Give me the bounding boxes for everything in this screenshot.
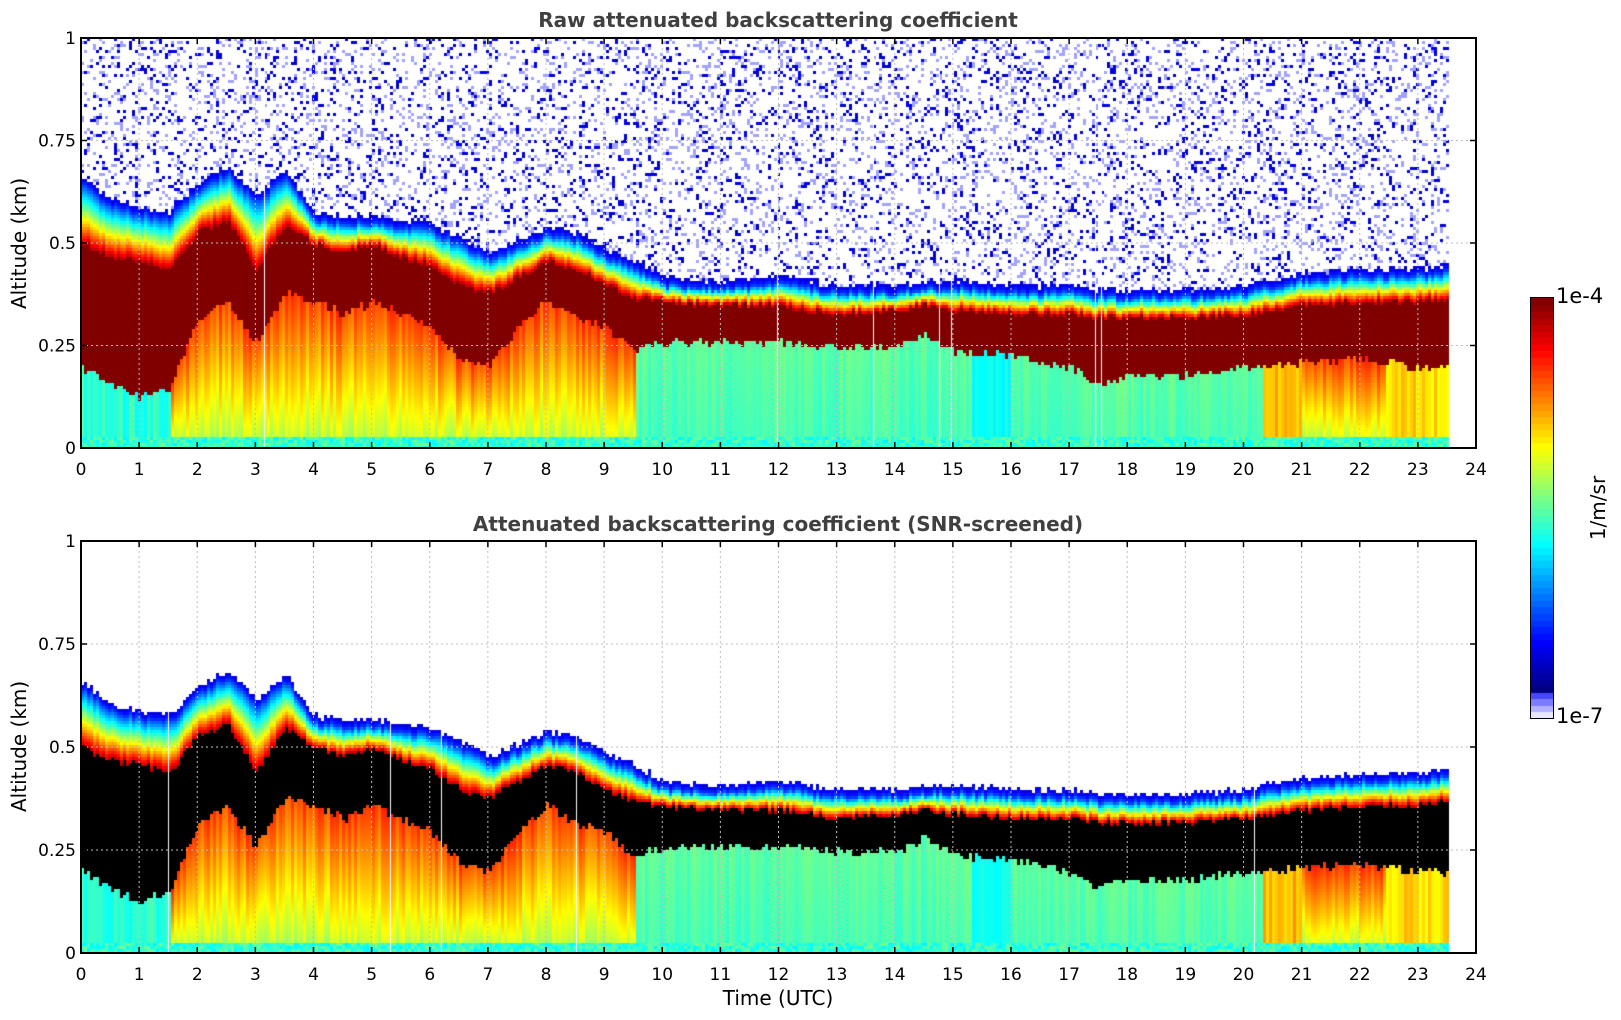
bottom-x-tick-label: 13 <box>826 965 848 985</box>
top-x-tick-label: 2 <box>192 460 203 480</box>
bottom-x-tick-label: 22 <box>1349 965 1371 985</box>
bottom-x-tick-label: 16 <box>1000 965 1022 985</box>
bottom-x-tick-label: 10 <box>651 965 673 985</box>
bottom-x-tick-label: 5 <box>366 965 377 985</box>
colorbar-max-label: 1e-4 <box>1556 284 1604 308</box>
bottom-x-tick-label: 0 <box>76 965 87 985</box>
top-y-tick-label: 0.25 <box>38 337 76 357</box>
top-x-tick-label: 10 <box>651 460 673 480</box>
top-y-axis-label: Altitude (km) <box>7 177 31 309</box>
bottom-x-tick-label: 9 <box>599 965 610 985</box>
bottom-x-tick-label: 4 <box>308 965 319 985</box>
top-x-tick-label: 9 <box>599 460 610 480</box>
bottom-x-tick-label: 11 <box>710 965 732 985</box>
top-x-tick-label: 17 <box>1058 460 1080 480</box>
top-y-tick-label: 1 <box>65 29 76 49</box>
top-x-tick-label: 1 <box>134 460 145 480</box>
top-x-tick-label: 15 <box>942 460 964 480</box>
bottom-x-tick-label: 20 <box>1233 965 1255 985</box>
bottom-x-tick-label: 1 <box>134 965 145 985</box>
colorbar-unit-label: 1/m/sr <box>1586 475 1611 541</box>
colorbar <box>1530 297 1554 719</box>
bottom-x-tick-label: 24 <box>1465 965 1487 985</box>
top-x-tick-label: 0 <box>76 460 87 480</box>
bottom-x-tick-label: 6 <box>424 965 435 985</box>
bottom-x-tick-label: 18 <box>1116 965 1138 985</box>
top-x-tick-label: 5 <box>366 460 377 480</box>
bottom-x-tick-label: 15 <box>942 965 964 985</box>
top-x-tick-label: 22 <box>1349 460 1371 480</box>
top-plot-frame <box>80 37 1477 449</box>
top-x-tick-label: 18 <box>1116 460 1138 480</box>
bottom-y-tick-label: 0.5 <box>49 738 76 758</box>
bottom-y-tick-label: 0.75 <box>38 635 76 655</box>
colorbar-min-label: 1e-7 <box>1556 704 1604 728</box>
bottom-y-axis-label: Altitude (km) <box>7 680 31 812</box>
bottom-x-tick-label: 8 <box>541 965 552 985</box>
top-y-tick-label: 0.75 <box>38 132 76 152</box>
top-y-tick-label: 0 <box>65 439 76 459</box>
top-x-tick-label: 13 <box>826 460 848 480</box>
top-x-tick-label: 12 <box>768 460 790 480</box>
bottom-y-tick-label: 0 <box>65 944 76 964</box>
top-chart-title: Raw attenuated backscattering coefficien… <box>538 8 1018 32</box>
top-x-tick-label: 6 <box>424 460 435 480</box>
bottom-x-tick-label: 23 <box>1407 965 1429 985</box>
top-x-tick-label: 11 <box>710 460 732 480</box>
bottom-x-axis-label: Time (UTC) <box>722 986 834 1010</box>
top-x-tick-label: 3 <box>250 460 261 480</box>
bottom-x-tick-label: 7 <box>482 965 493 985</box>
bottom-x-tick-label: 12 <box>768 965 790 985</box>
bottom-x-tick-label: 3 <box>250 965 261 985</box>
bottom-x-tick-label: 14 <box>884 965 906 985</box>
bottom-y-tick-label: 0.25 <box>38 841 76 861</box>
top-x-tick-label: 16 <box>1000 460 1022 480</box>
bottom-x-tick-label: 2 <box>192 965 203 985</box>
bottom-x-tick-label: 19 <box>1175 965 1197 985</box>
bottom-x-tick-label: 17 <box>1058 965 1080 985</box>
top-x-tick-label: 21 <box>1291 460 1313 480</box>
bottom-chart-title: Attenuated backscattering coefficient (S… <box>472 512 1084 536</box>
top-x-tick-label: 20 <box>1233 460 1255 480</box>
top-x-tick-label: 8 <box>541 460 552 480</box>
top-x-tick-label: 19 <box>1175 460 1197 480</box>
top-x-tick-label: 24 <box>1465 460 1487 480</box>
top-x-tick-label: 14 <box>884 460 906 480</box>
top-x-tick-label: 4 <box>308 460 319 480</box>
bottom-plot-frame <box>80 540 1477 954</box>
top-y-tick-label: 0.5 <box>49 234 76 254</box>
bottom-x-tick-label: 21 <box>1291 965 1313 985</box>
top-x-tick-label: 7 <box>482 460 493 480</box>
bottom-y-tick-label: 1 <box>65 532 76 552</box>
top-x-tick-label: 23 <box>1407 460 1429 480</box>
